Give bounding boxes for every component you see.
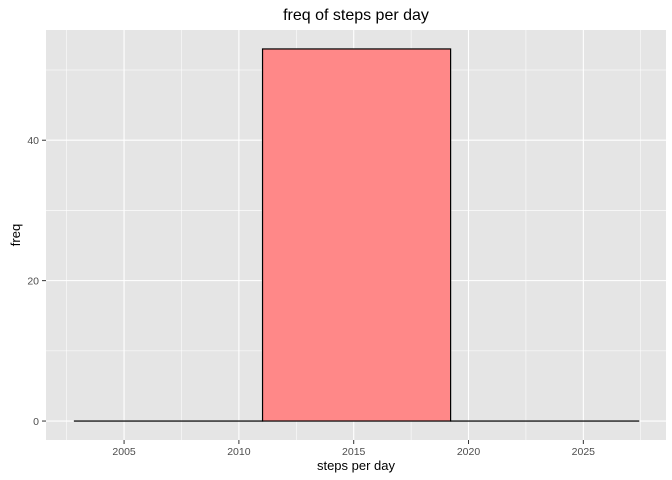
x-tick-label: 2010 bbox=[227, 446, 251, 458]
x-tick-label: 2015 bbox=[342, 446, 366, 458]
x-tick-labels: 2005 2010 2015 2020 2025 bbox=[112, 446, 595, 458]
x-tick-label: 2020 bbox=[457, 446, 481, 458]
axis-ticks bbox=[42, 139, 584, 444]
y-tick-label: 0 bbox=[33, 416, 39, 428]
histogram-bars bbox=[73, 48, 640, 422]
chart-title: freq of steps per day bbox=[283, 7, 429, 24]
y-tick-labels: 0 20 40 bbox=[27, 135, 39, 428]
x-axis-title: steps per day bbox=[317, 458, 396, 473]
y-axis-title: freq bbox=[8, 224, 23, 246]
y-tick-label: 20 bbox=[27, 275, 39, 287]
histogram-bar bbox=[261, 48, 452, 422]
x-tick-label: 2005 bbox=[112, 446, 136, 458]
y-tick-label: 40 bbox=[27, 135, 39, 147]
x-tick-label: 2025 bbox=[572, 446, 596, 458]
